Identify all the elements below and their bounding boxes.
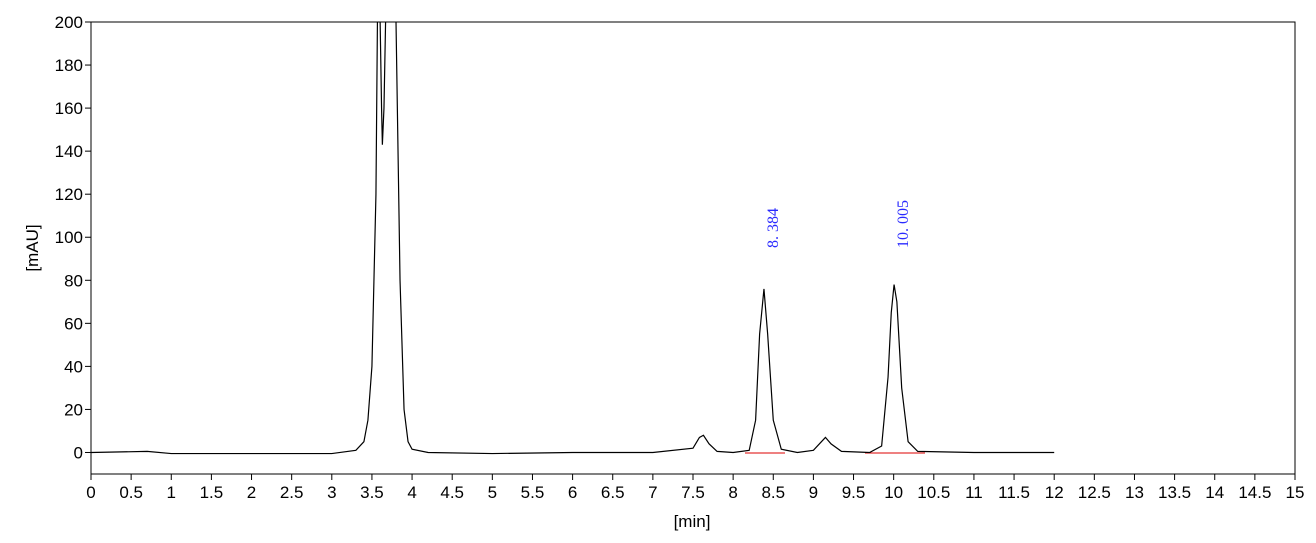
y-tick-label: 60 xyxy=(64,314,83,333)
chromatogram-line xyxy=(91,22,1055,455)
x-tick-label: 12 xyxy=(1045,483,1064,502)
y-axis-label: [mAU] xyxy=(23,224,42,271)
x-tick-label: 10 xyxy=(884,483,903,502)
x-tick-label: 9 xyxy=(809,483,818,502)
x-tick-label: 11 xyxy=(965,483,983,502)
y-tick-label: 140 xyxy=(55,142,83,161)
x-tick-label: 8.5 xyxy=(761,483,785,502)
x-tick-label: 13 xyxy=(1125,483,1144,502)
x-tick-label: 4 xyxy=(407,483,416,502)
x-tick-label: 2.5 xyxy=(280,483,304,502)
peak-annotation: 10. 005 xyxy=(895,200,912,248)
x-tick-label: 14 xyxy=(1205,483,1224,502)
x-tick-label: 0.5 xyxy=(119,483,143,502)
x-tick-label: 13.5 xyxy=(1158,483,1191,502)
x-tick-label: 5.5 xyxy=(521,483,545,502)
x-tick-label: 8 xyxy=(728,483,737,502)
x-tick-label: 14.5 xyxy=(1238,483,1271,502)
plot-frame xyxy=(90,21,1296,475)
y-tick-label: 0 xyxy=(74,443,83,462)
x-tick-label: 6.5 xyxy=(601,483,625,502)
x-tick-label: 3.5 xyxy=(360,483,384,502)
y-tick-label: 200 xyxy=(55,13,83,32)
x-tick-label: 1.5 xyxy=(200,483,224,502)
x-tick-label: 9.5 xyxy=(842,483,866,502)
y-tick-label: 80 xyxy=(64,271,83,290)
x-tick-label: 15 xyxy=(1286,483,1305,502)
x-tick-label: 4.5 xyxy=(440,483,464,502)
x-tick-label: 7 xyxy=(648,483,657,502)
x-tick-label: 1 xyxy=(167,483,176,502)
peak-annotation: 8. 384 xyxy=(765,208,782,248)
y-tick-label: 40 xyxy=(64,357,83,376)
x-tick-label: 6 xyxy=(568,483,577,502)
y-tick-label: 160 xyxy=(55,99,83,118)
y-tick-label: 20 xyxy=(64,400,83,419)
y-tick-label: 100 xyxy=(55,228,83,247)
y-tick-label: 120 xyxy=(55,185,83,204)
x-tick-label: 3 xyxy=(327,483,336,502)
x-axis-label: [min] xyxy=(674,512,711,531)
x-tick-label: 5 xyxy=(488,483,497,502)
x-tick-label: 0 xyxy=(86,483,95,502)
x-tick-label: 2 xyxy=(247,483,256,502)
x-tick-label: 10.5 xyxy=(917,483,950,502)
x-tick-label: 12.5 xyxy=(1078,483,1111,502)
x-tick-label: 11.5 xyxy=(998,483,1030,502)
x-tick-label: 7.5 xyxy=(681,483,705,502)
y-tick-label: 180 xyxy=(55,56,83,75)
